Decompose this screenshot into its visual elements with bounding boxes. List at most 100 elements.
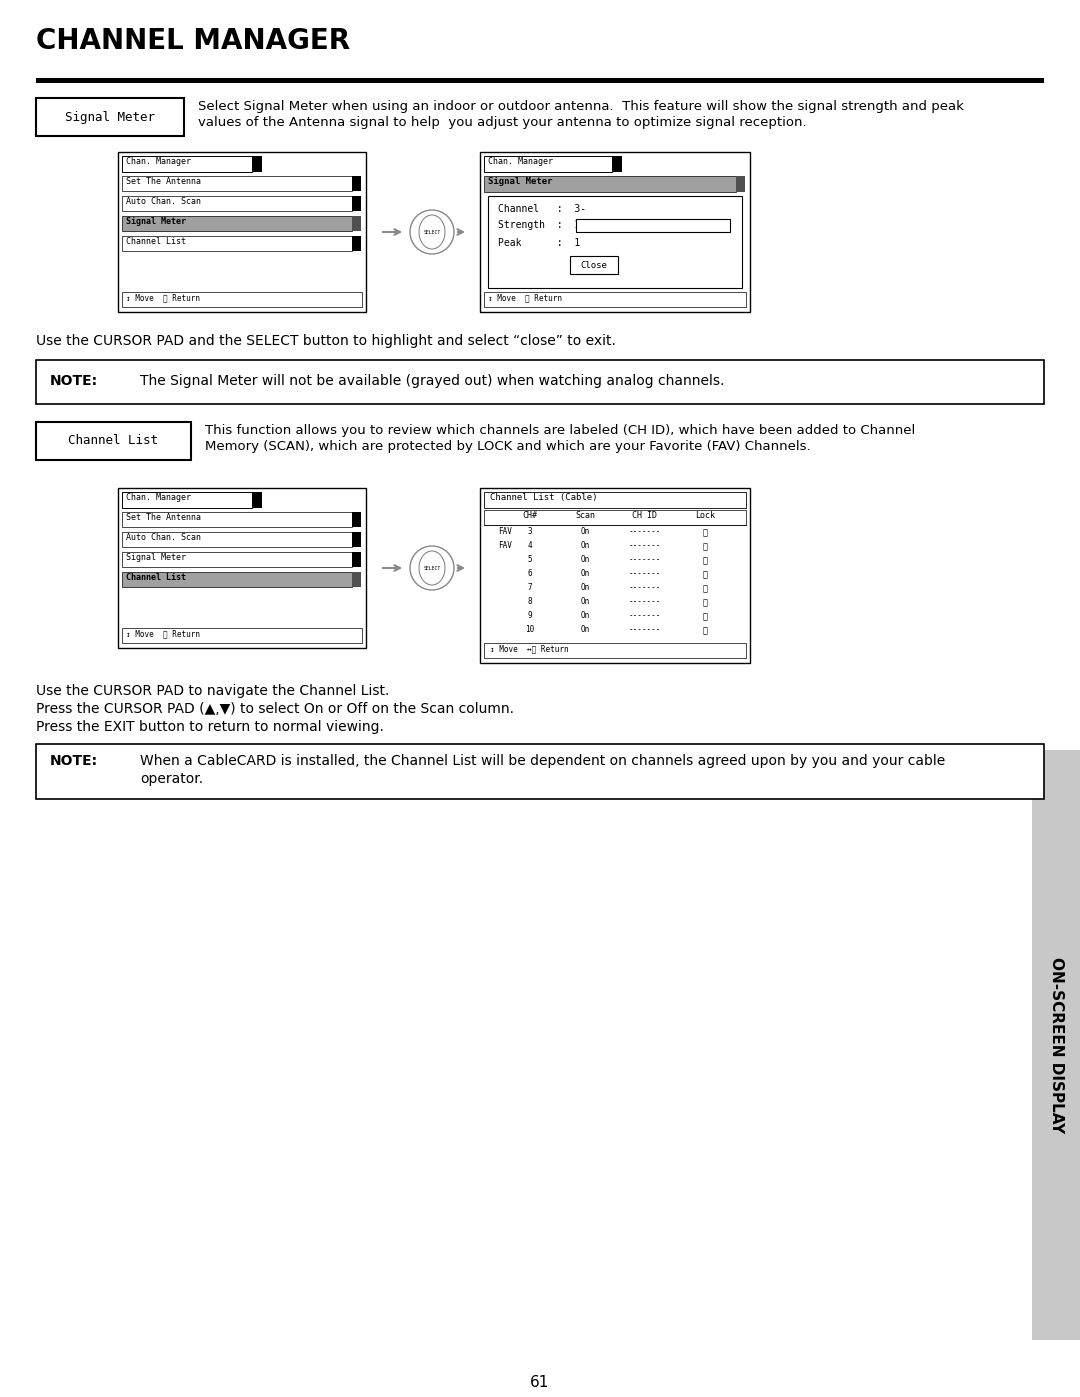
Text: On: On [580, 597, 590, 606]
Text: On: On [580, 583, 590, 592]
Text: 10: 10 [525, 624, 535, 634]
Bar [122, 217, 352, 231]
Bar [484, 292, 746, 307]
Bar [36, 360, 1044, 404]
Text: Channel List: Channel List [126, 573, 186, 583]
Text: Close: Close [581, 260, 607, 270]
Text: operator.: operator. [140, 773, 203, 787]
Text: NOTE:: NOTE: [50, 754, 98, 768]
Text: CH#: CH# [523, 511, 538, 520]
Text: 🔒: 🔒 [702, 528, 707, 538]
Text: The Signal Meter will not be available (grayed out) when watching analog channel: The Signal Meter will not be available (… [140, 374, 725, 388]
Bar [484, 176, 735, 191]
Text: Signal Meter: Signal Meter [126, 217, 186, 226]
Text: 6: 6 [528, 569, 532, 578]
Text: On: On [580, 569, 590, 578]
Bar [122, 196, 352, 211]
Text: Channel List: Channel List [68, 434, 158, 447]
Text: ↕ Move  Ⓢ Return: ↕ Move Ⓢ Return [126, 293, 200, 302]
Text: 8: 8 [528, 597, 532, 606]
Text: SELECT: SELECT [423, 566, 441, 570]
Circle shape [410, 546, 454, 590]
Text: Peak      :  1: Peak : 1 [498, 237, 580, 249]
Bar [735, 176, 745, 191]
Text: 🔒: 🔒 [702, 612, 707, 622]
Text: Signal Meter: Signal Meter [488, 177, 553, 186]
Text: 5: 5 [528, 555, 532, 564]
Text: Set The Antenna: Set The Antenna [126, 513, 201, 522]
Text: 4: 4 [528, 541, 532, 550]
Text: -------: ------- [629, 624, 661, 634]
Text: SELECT: SELECT [423, 229, 441, 235]
Bar [352, 236, 361, 251]
Bar [488, 196, 742, 288]
Bar [118, 152, 366, 312]
Text: CHANNEL MANAGER: CHANNEL MANAGER [36, 27, 350, 54]
Bar [36, 745, 1044, 799]
Bar [484, 643, 746, 658]
Text: Chan. Manager: Chan. Manager [126, 156, 191, 166]
Text: Select Signal Meter when using an indoor or outdoor antenna.  This feature will : Select Signal Meter when using an indoor… [198, 101, 963, 113]
Bar [122, 156, 252, 172]
Text: 🔒: 🔒 [702, 598, 707, 608]
Text: ON-SCREEN DISPLAY: ON-SCREEN DISPLAY [1049, 957, 1064, 1133]
Text: This function allows you to review which channels are labeled (CH ID), which hav: This function allows you to review which… [205, 425, 915, 437]
Bar [122, 492, 252, 509]
Bar [484, 156, 612, 172]
Ellipse shape [419, 550, 445, 585]
Text: Use the CURSOR PAD to navigate the Channel List.: Use the CURSOR PAD to navigate the Chann… [36, 685, 390, 698]
Bar [252, 156, 262, 172]
Text: Set The Antenna: Set The Antenna [126, 177, 201, 186]
Bar [122, 511, 352, 527]
Bar [122, 629, 362, 643]
Text: On: On [580, 527, 590, 536]
Text: 9: 9 [528, 610, 532, 620]
Bar [480, 488, 750, 664]
Text: -------: ------- [629, 541, 661, 550]
Bar [480, 152, 750, 312]
Text: Channel List (Cable): Channel List (Cable) [490, 493, 597, 502]
Text: Use the CURSOR PAD and the SELECT button to highlight and select “close” to exit: Use the CURSOR PAD and the SELECT button… [36, 334, 616, 348]
Bar [36, 422, 191, 460]
Text: -------: ------- [629, 583, 661, 592]
Text: Press the EXIT button to return to normal viewing.: Press the EXIT button to return to norma… [36, 719, 383, 733]
Bar [484, 510, 746, 525]
Text: ↕ Move  ↔Ⓢ Return: ↕ Move ↔Ⓢ Return [490, 644, 569, 652]
Text: FAV: FAV [498, 527, 512, 536]
Text: -------: ------- [629, 555, 661, 564]
Text: CH ID: CH ID [633, 511, 658, 520]
Bar [576, 219, 730, 232]
Text: On: On [580, 555, 590, 564]
Circle shape [410, 210, 454, 254]
Text: Auto Chan. Scan: Auto Chan. Scan [126, 534, 201, 542]
Bar [352, 196, 361, 211]
Bar [612, 156, 622, 172]
Bar [352, 552, 361, 567]
Bar [122, 236, 352, 251]
Bar [122, 552, 352, 567]
Bar [36, 98, 184, 136]
Text: ↕ Move  Ⓢ Return: ↕ Move Ⓢ Return [488, 293, 562, 302]
Bar [122, 571, 352, 587]
Text: 3: 3 [528, 527, 532, 536]
Text: NOTE:: NOTE: [50, 374, 98, 388]
Bar [1032, 750, 1080, 1340]
Text: Signal Meter: Signal Meter [65, 110, 156, 123]
Text: FAV: FAV [498, 541, 512, 550]
Bar [484, 492, 746, 509]
Text: Press the CURSOR PAD (▲,▼) to select On or Off on the Scan column.: Press the CURSOR PAD (▲,▼) to select On … [36, 703, 514, 717]
Text: 7: 7 [528, 583, 532, 592]
Text: -------: ------- [629, 610, 661, 620]
Text: values of the Antenna signal to help  you adjust your antenna to optimize signal: values of the Antenna signal to help you… [198, 116, 807, 129]
Text: Lock: Lock [696, 511, 715, 520]
Text: -------: ------- [629, 527, 661, 536]
Text: Channel List: Channel List [126, 237, 186, 246]
Bar [352, 511, 361, 527]
Text: Chan. Manager: Chan. Manager [126, 493, 191, 502]
Text: On: On [580, 610, 590, 620]
Text: 🔒: 🔒 [702, 570, 707, 580]
Text: Channel   :  3-: Channel : 3- [498, 204, 586, 214]
Bar [118, 488, 366, 648]
Bar [122, 532, 352, 548]
Text: When a CableCARD is installed, the Channel List will be dependent on channels ag: When a CableCARD is installed, the Chann… [140, 754, 945, 768]
